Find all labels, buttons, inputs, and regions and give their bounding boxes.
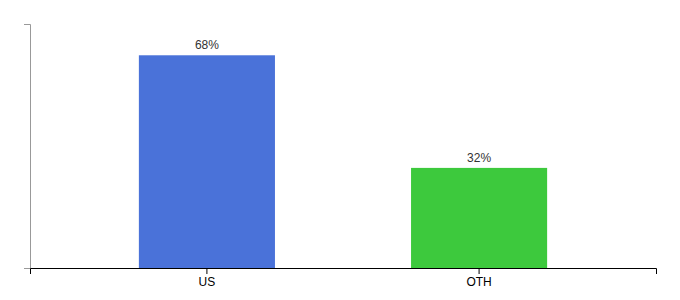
bar: [139, 55, 275, 268]
y-axis-line: [24, 25, 31, 269]
x-tick-mark: [479, 268, 480, 274]
x-tick: OTH: [466, 268, 491, 289]
plot: US OTH 68% 32%: [24, 25, 657, 289]
chart-svg: US OTH 68% 32%: [0, 0, 680, 300]
chart-container: US OTH 68% 32%: [0, 0, 680, 300]
bars: [139, 55, 547, 268]
data-label: 68%: [195, 38, 219, 52]
x-axis: US OTH: [31, 268, 657, 289]
data-label: 32%: [467, 151, 491, 165]
x-tick-label: US: [199, 275, 216, 289]
x-tick: US: [199, 268, 216, 289]
x-tick-label: OTH: [466, 275, 491, 289]
x-axis-line: [31, 269, 657, 275]
x-tick-mark: [206, 268, 207, 274]
bar: [411, 168, 547, 268]
y-axis: [24, 25, 31, 269]
data-labels: 68% 32%: [195, 38, 492, 165]
